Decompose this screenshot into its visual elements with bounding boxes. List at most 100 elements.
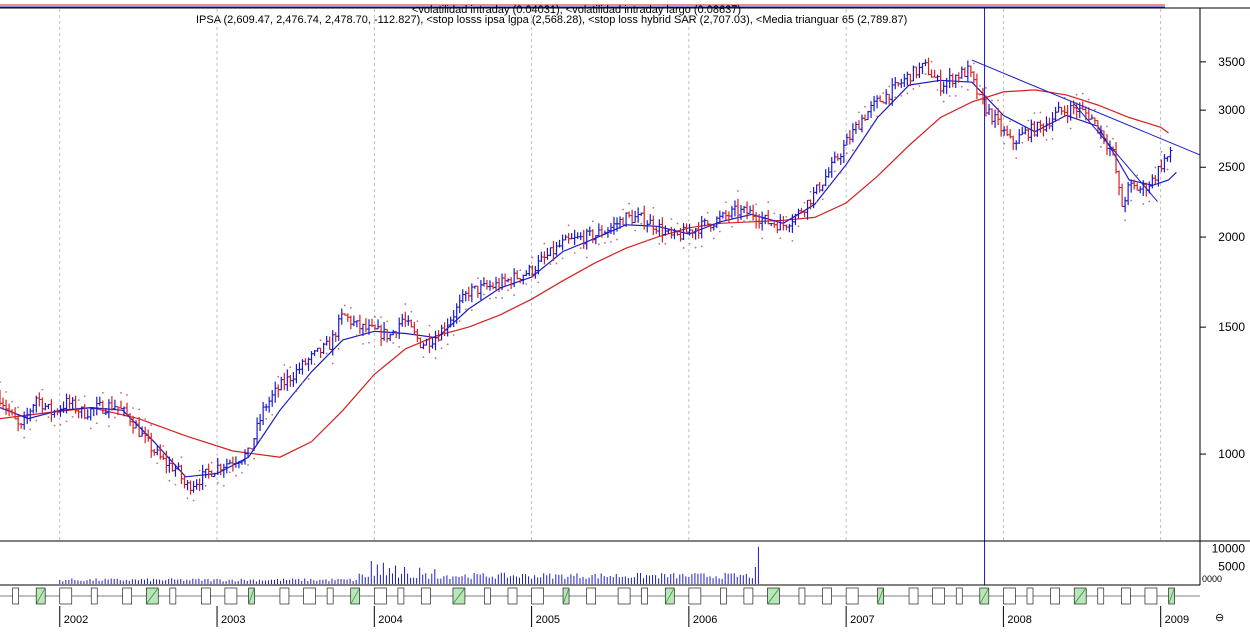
ohlc-bar xyxy=(85,409,90,420)
ohlc-bar xyxy=(242,449,247,465)
sar-dot xyxy=(416,320,419,323)
sar-dot xyxy=(319,339,322,342)
sar-dot xyxy=(1051,137,1054,140)
sar-dot xyxy=(331,362,334,365)
ribbon-hatch xyxy=(877,587,884,605)
sar-dot xyxy=(1003,142,1006,145)
sar-dot xyxy=(1118,161,1120,164)
sar-dot xyxy=(591,220,594,223)
sar-dot xyxy=(694,246,697,249)
ohlc-bar xyxy=(70,397,75,409)
ohlc-bar xyxy=(1017,129,1022,144)
sar-dot xyxy=(1027,119,1030,122)
sar-dot xyxy=(930,60,933,63)
ohlc-bar xyxy=(297,362,302,375)
ohlc-bar xyxy=(412,321,417,336)
sar-dot xyxy=(501,297,503,299)
ohlc-bar xyxy=(590,229,595,244)
sar-dot xyxy=(755,203,758,206)
sar-dot xyxy=(845,152,848,155)
ribbon-mark xyxy=(484,587,491,605)
ribbon-mark xyxy=(507,587,518,605)
ohlc-bar xyxy=(327,336,332,351)
sar-dot xyxy=(585,256,588,259)
sar-dot xyxy=(307,378,310,380)
x-tick-label: 2009 xyxy=(1165,614,1189,626)
ohlc-bar xyxy=(394,330,399,339)
volume-tick-label: 0000 xyxy=(1202,574,1222,584)
sar-dot xyxy=(404,303,407,305)
triangular-ma-65-line xyxy=(0,89,1169,458)
ohlc-bar xyxy=(49,399,54,422)
ohlc-bar xyxy=(726,211,731,223)
ohlc-bar xyxy=(4,399,9,415)
sar-dot xyxy=(567,224,570,227)
sar-dot xyxy=(489,297,491,300)
sar-dot xyxy=(495,296,497,299)
sar-dot xyxy=(0,381,1,384)
sar-dot xyxy=(150,424,153,426)
x-tick-label: 2007 xyxy=(850,614,874,626)
sar-dot xyxy=(29,428,32,431)
sar-dot xyxy=(894,96,897,99)
ohlc-bar xyxy=(494,276,499,290)
sar-dot xyxy=(180,456,183,459)
ohlc-bar xyxy=(137,417,142,438)
ohlc-bar xyxy=(820,184,825,192)
sar-dot xyxy=(815,201,818,204)
ohlc-bar xyxy=(965,60,970,82)
sar-dot xyxy=(1039,111,1042,114)
sar-dot xyxy=(1148,200,1151,203)
ohlc-bar xyxy=(1165,156,1170,162)
ohlc-bar xyxy=(357,314,362,334)
ohlc-bar xyxy=(1138,186,1143,194)
ribbon-mark xyxy=(1144,587,1158,605)
ohlc-bar xyxy=(224,458,229,474)
sar-dot xyxy=(446,343,449,346)
ohlc-bar xyxy=(309,351,314,365)
ohlc-bar xyxy=(856,120,861,130)
sar-dot xyxy=(343,304,346,307)
sar-dot xyxy=(809,190,812,193)
ohlc-bar xyxy=(575,232,580,240)
sar-dot xyxy=(368,341,370,344)
ribbon-hatch xyxy=(562,587,570,605)
sar-dot xyxy=(821,198,824,201)
ohlc-bar xyxy=(844,133,849,146)
sar-dot xyxy=(924,73,927,75)
ribbon-mark xyxy=(798,587,806,605)
ribbon-mark xyxy=(397,587,405,605)
ohlc-bar xyxy=(735,198,740,223)
ohlc-bar xyxy=(1162,154,1167,173)
sar-dot xyxy=(888,85,891,88)
ohlc-bar xyxy=(763,214,768,225)
ohlc-bar xyxy=(481,277,486,287)
ohlc-bar xyxy=(926,57,931,76)
ohlc-bar xyxy=(814,184,819,195)
zoom-icon[interactable]: ⊖ xyxy=(1215,612,1224,624)
sar-dot xyxy=(827,184,830,187)
sar-dot xyxy=(749,220,751,223)
ohlc-bar xyxy=(1114,141,1119,174)
ohlc-bar xyxy=(941,81,946,94)
sar-dot xyxy=(11,400,13,403)
ohlc-bar xyxy=(853,121,858,134)
ohlc-bar xyxy=(581,229,586,249)
sar-dot xyxy=(525,283,528,285)
sar-dot xyxy=(247,463,249,466)
sar-dot xyxy=(972,62,975,65)
sar-dot xyxy=(1057,119,1060,122)
sar-dot xyxy=(107,425,110,428)
ohlc-bar xyxy=(385,328,390,343)
ribbon-mark xyxy=(641,587,648,605)
ohlc-bar xyxy=(267,396,272,413)
sar-dot xyxy=(174,483,177,486)
ohlc-bar xyxy=(1002,126,1007,136)
ribbon-mark xyxy=(224,587,238,605)
sar-dot xyxy=(507,289,510,292)
ribbon-mark xyxy=(908,587,919,605)
y-tick-label: 1000 xyxy=(1218,447,1245,461)
ohlc-bar xyxy=(252,438,257,451)
ribbon-mark xyxy=(743,587,754,605)
ohlc-bar xyxy=(112,399,117,410)
